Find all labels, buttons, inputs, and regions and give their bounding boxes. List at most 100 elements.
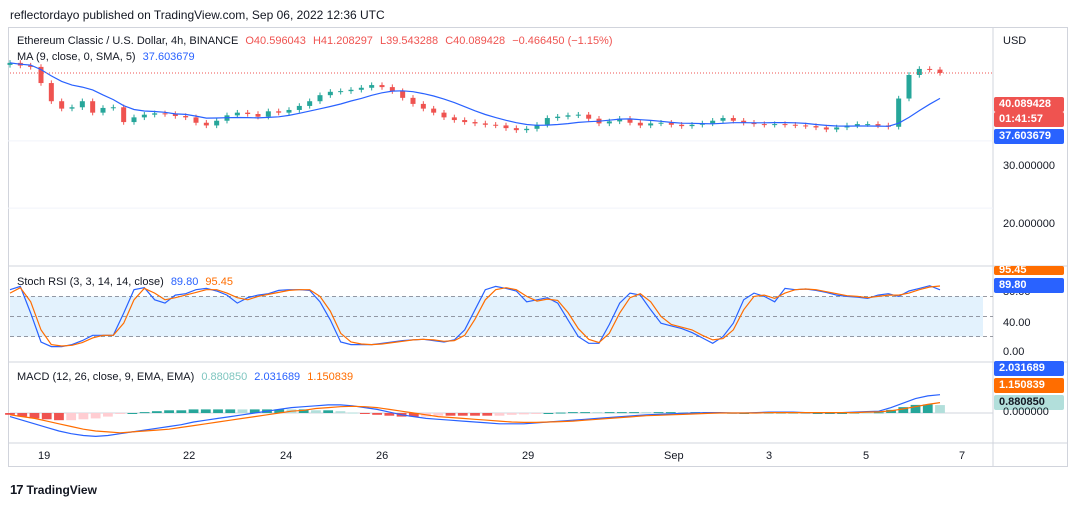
candle-body [152, 113, 158, 115]
stoch-k-tag: 89.80 [994, 278, 1064, 293]
price-tick-20: 20.000000 [1003, 218, 1055, 230]
candle-body [792, 124, 798, 126]
macd-hist-bar [323, 410, 334, 413]
macd-hist-bar [580, 412, 591, 414]
candle-body [668, 122, 674, 125]
macd-hist-bar [298, 409, 309, 413]
macd-hist-bar [200, 409, 211, 413]
macd-hist-bar [213, 409, 223, 413]
price-legend[interactable]: Ethereum Classic / U.S. Dollar, 4h, BINA… [17, 35, 617, 47]
candle-body [462, 120, 468, 123]
macd-hist-bar [66, 413, 77, 421]
macd-hist-bar [568, 412, 578, 414]
candle-body [193, 117, 199, 123]
candle-body [234, 112, 240, 116]
candle-body [720, 118, 726, 121]
candle-body [586, 114, 592, 119]
macd-hist-bar [470, 413, 480, 416]
macd-hist-bar [898, 407, 909, 413]
candle-body [493, 124, 499, 126]
macd-hist-bar [151, 411, 162, 413]
stoch-legend[interactable]: Stoch RSI (3, 3, 14, 14, close) 89.80 95… [17, 276, 237, 288]
macd-hist-bar [445, 413, 456, 416]
macd-hist-bar [886, 409, 896, 413]
macd-hist-bar [29, 413, 40, 419]
candle-body [110, 107, 116, 109]
candle-body [906, 74, 912, 99]
candle-body [369, 85, 375, 88]
macd-tick-0: 0.000000 [1003, 406, 1049, 418]
candle-body [214, 120, 220, 126]
candle-body [503, 125, 509, 129]
candle-body [803, 125, 809, 127]
stoch-tick-40: 40.00 [1003, 317, 1031, 329]
tradingview-logo-icon: 17 [10, 482, 24, 497]
macd-hist-bar [922, 404, 933, 413]
candle-body [307, 101, 313, 106]
symbol-title: Ethereum Classic / U.S. Dollar, 4h, BINA… [17, 35, 239, 47]
macd-hist-bar [861, 412, 872, 414]
candle-body [431, 108, 437, 113]
candle-body [689, 124, 695, 127]
macd-hist-bar [812, 413, 823, 414]
macd-hist-bar [408, 413, 419, 417]
candle-body [348, 89, 354, 92]
candle-body [38, 66, 44, 84]
macd-hist-bar [665, 412, 676, 414]
candle-body [183, 116, 189, 118]
candle-body [937, 69, 943, 73]
macd-line-tag: 2.031689 [994, 361, 1064, 376]
macd-hist-bar [873, 412, 884, 414]
macd-line-value: 2.031689 [254, 371, 301, 383]
macd-hist-bar [139, 412, 150, 414]
candle-body [482, 123, 488, 125]
candle-body [141, 114, 147, 118]
candle-body [648, 123, 654, 126]
macd-hist-bar [604, 412, 615, 414]
candle-body [410, 97, 416, 104]
candle-body [875, 124, 881, 126]
macd-legend[interactable]: MACD (12, 26, close, 9, EMA, EMA) 0.8808… [17, 371, 357, 383]
macd-label: MACD (12, 26, close, 9, EMA, EMA) [17, 371, 195, 383]
macd-hist-bar [592, 412, 603, 414]
publisher-line: reflectordayo published on TradingView.c… [10, 8, 385, 22]
tradingview-footer[interactable]: 17 TradingView [10, 482, 97, 497]
stoch-d-line [9, 285, 941, 347]
chart-frame[interactable] [8, 27, 1068, 467]
candle-body [679, 124, 685, 127]
macd-hist-bar [237, 409, 248, 413]
macd-hist-tag: 0.880850 [994, 395, 1064, 410]
candle-body [59, 101, 65, 109]
ma-value: 37.603679 [142, 51, 195, 63]
macd-hist-bar [115, 413, 126, 414]
ohlc-low: L39.543288 [380, 35, 439, 47]
candle-body [772, 124, 778, 126]
candle-body [286, 109, 292, 113]
macd-hist-bar [555, 412, 566, 414]
macd-hist-bar [531, 413, 542, 414]
ma-label: MA (9, close, 0, SMA, 5) [17, 51, 136, 63]
candle-body [534, 124, 540, 129]
macd-hist-bar [225, 409, 236, 413]
last-price-tag: 40.089428 [994, 97, 1064, 112]
ma-legend[interactable]: MA (9, close, 0, SMA, 5) 37.603679 [17, 51, 199, 63]
x-label-26: 26 [376, 450, 389, 462]
stoch-k-value: 89.80 [170, 276, 199, 288]
macd-hist-bar [494, 413, 505, 416]
candle-body [741, 120, 747, 123]
macd-hist-bar [359, 413, 370, 414]
macd-hist-bar [103, 413, 113, 417]
x-label-24: 24 [280, 450, 293, 462]
candle-body [172, 114, 178, 117]
macd-hist-bar [311, 410, 321, 413]
candle-body [48, 83, 54, 102]
candle-body [317, 95, 323, 102]
candle-body [400, 91, 406, 98]
macd-signal-tag: 1.150839 [994, 378, 1064, 393]
candle-body [131, 117, 137, 123]
candle-body [617, 118, 623, 122]
candle-body [451, 117, 457, 121]
ohlc-close: C40.089428 [445, 35, 506, 47]
stoch-d-value: 95.45 [205, 276, 233, 288]
